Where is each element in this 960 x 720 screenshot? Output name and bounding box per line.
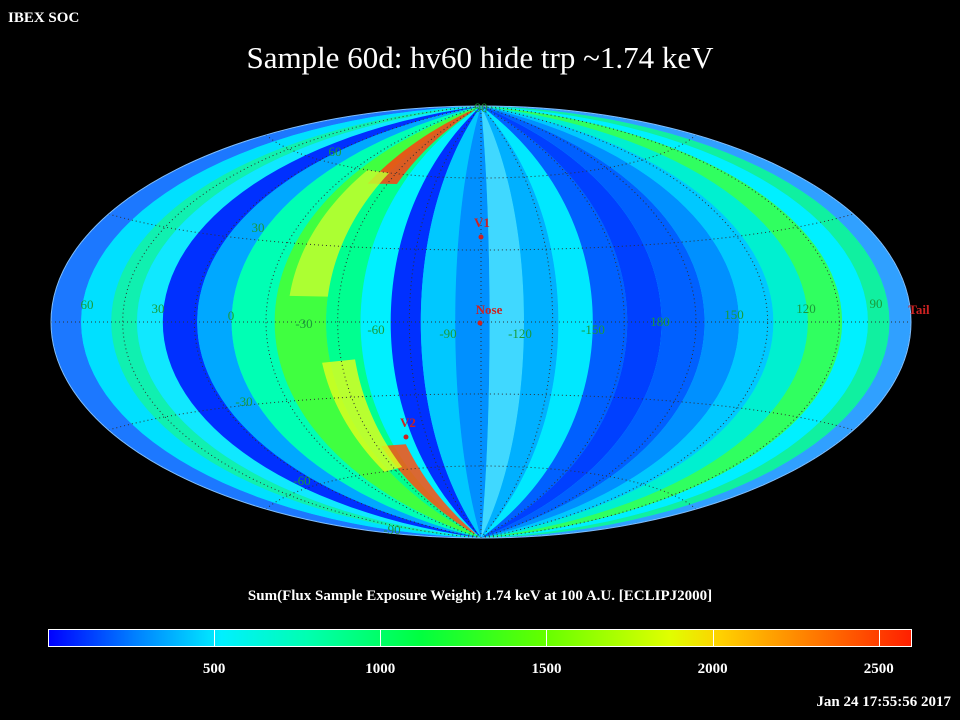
meridian-label: -150 bbox=[581, 322, 605, 337]
colorbar-tick bbox=[380, 629, 382, 647]
marker-dot bbox=[477, 320, 483, 326]
flux-streak-3 bbox=[322, 359, 403, 472]
parallel-labels: 90 60 30 -30 -60 -90 bbox=[235, 100, 487, 537]
meridian-label: -90 bbox=[439, 326, 456, 341]
flux-band-20 bbox=[481, 106, 774, 538]
colorbar-title: Sum(Flux Sample Exposure Weight) 1.74 ke… bbox=[247, 588, 713, 604]
position-markers: V1 Nose V2 Tail bbox=[400, 215, 930, 440]
flux-streak-0 bbox=[367, 110, 475, 185]
flux-band-18 bbox=[481, 106, 705, 538]
colorbar-tick bbox=[214, 629, 216, 647]
flux-band-5 bbox=[197, 106, 481, 538]
coordinate-grid bbox=[50, 105, 912, 539]
parallel-label: 90 bbox=[475, 100, 488, 115]
colorbar-tick-label: 1500 bbox=[531, 661, 562, 677]
meridian-labels: 60 30 0 -30 -60 -90 -120 -150 180 150 120 90 bbox=[81, 296, 883, 341]
flux-band-10 bbox=[390, 106, 481, 538]
colorbar-tick-label: 1000 bbox=[365, 661, 396, 677]
flux-band-21 bbox=[481, 106, 808, 538]
org-label: IBEX SOC bbox=[8, 10, 80, 26]
flux-band-14 bbox=[481, 106, 559, 538]
meridian-label: 30 bbox=[152, 301, 165, 316]
meridian-label: 180 bbox=[650, 314, 670, 329]
meridian-label: -30 bbox=[295, 316, 312, 331]
meridian-label: 150 bbox=[724, 307, 744, 322]
meridian-line bbox=[480, 105, 769, 539]
colorbar-tick-label: 2500 bbox=[863, 661, 894, 677]
marker-label: V1 bbox=[474, 215, 490, 230]
meridian-line bbox=[408, 105, 482, 539]
parallel-label: -90 bbox=[383, 522, 400, 537]
parallel-label: -60 bbox=[293, 473, 310, 488]
flux-band-13 bbox=[481, 106, 524, 538]
flux-band-9 bbox=[360, 106, 481, 538]
meridian-label: -120 bbox=[508, 326, 532, 341]
colorbar-tick bbox=[878, 629, 880, 647]
meridian-line bbox=[193, 105, 482, 539]
colorbar bbox=[48, 629, 912, 647]
parallel-label: 60 bbox=[329, 144, 342, 159]
flux-band-11 bbox=[420, 106, 481, 538]
flux-band-15 bbox=[481, 106, 593, 538]
map-outline bbox=[50, 105, 912, 539]
meridian-label: -60 bbox=[367, 322, 384, 337]
colorbar-tick-label: 2000 bbox=[697, 661, 728, 677]
marker-dot bbox=[478, 234, 484, 240]
meridian-line bbox=[337, 105, 482, 539]
colorbar-tick bbox=[546, 629, 548, 647]
meridian-label: 120 bbox=[796, 301, 816, 316]
map-title: Sample 60d: hv60 hide trp ~1.74 keV bbox=[246, 40, 714, 75]
parallel-label: -30 bbox=[235, 394, 252, 409]
flux-band-6 bbox=[231, 106, 481, 538]
meridian-label: 90 bbox=[870, 296, 883, 311]
colorbar-tick-label: 500 bbox=[202, 661, 226, 677]
timestamp: Jan 24 17:55:56 2017 bbox=[816, 694, 951, 710]
flux-band-17 bbox=[481, 106, 662, 538]
flux-bands bbox=[51, 106, 911, 538]
flux-band-16 bbox=[481, 106, 628, 538]
marker-dot bbox=[403, 434, 409, 440]
flux-band-4 bbox=[162, 106, 482, 538]
marker-label: Tail bbox=[908, 302, 930, 317]
meridian-line bbox=[480, 105, 554, 539]
flux-streak-1 bbox=[381, 444, 476, 534]
colorbar-tick bbox=[712, 629, 714, 647]
marker-label: Nose bbox=[476, 302, 503, 317]
meridian-line bbox=[480, 105, 625, 539]
marker-label: V2 bbox=[400, 415, 416, 430]
flux-streak-2 bbox=[289, 169, 390, 297]
sky-map: 60 30 0 -30 -60 -90 -120 -150 180 150 120 90 90 60 30… bbox=[50, 100, 930, 539]
meridian-label: 60 bbox=[81, 297, 94, 312]
meridian-label: 0 bbox=[228, 308, 235, 323]
flux-band-19 bbox=[481, 106, 739, 538]
parallel-label: 30 bbox=[252, 220, 265, 235]
